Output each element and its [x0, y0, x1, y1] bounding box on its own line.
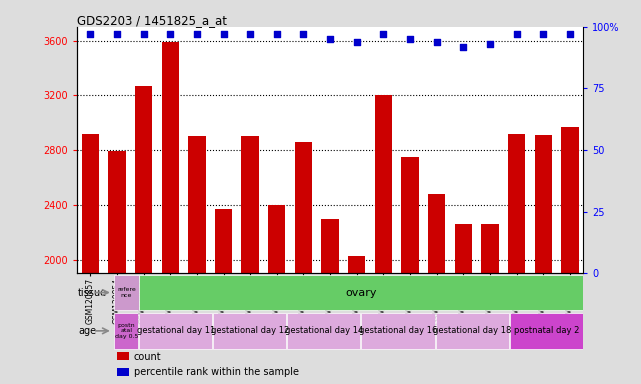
Bar: [188, 136, 206, 273]
Text: ovary: ovary: [345, 288, 377, 298]
Bar: [428, 194, 445, 273]
Bar: [108, 151, 126, 273]
Bar: [138, 275, 583, 310]
Bar: [135, 86, 152, 273]
Point: [325, 36, 335, 42]
Text: count: count: [133, 352, 162, 362]
Text: gestational day 18: gestational day 18: [433, 326, 512, 335]
Bar: [215, 209, 232, 273]
Point: [138, 31, 149, 37]
Point: [112, 31, 122, 37]
Text: refere
nce: refere nce: [117, 287, 136, 298]
Bar: [295, 142, 312, 273]
Text: gestational day 16: gestational day 16: [359, 326, 437, 335]
Bar: [481, 224, 499, 273]
Point: [298, 31, 308, 37]
Bar: [139, 313, 212, 349]
Point: [192, 31, 202, 37]
Text: gestational day 12: gestational day 12: [211, 326, 289, 335]
Bar: [510, 313, 583, 349]
Bar: [362, 313, 435, 349]
Point: [405, 36, 415, 42]
Point: [538, 31, 549, 37]
Text: tissue: tissue: [78, 288, 107, 298]
Point: [565, 31, 575, 37]
Point: [485, 41, 495, 47]
Bar: [348, 256, 365, 273]
Point: [165, 31, 176, 37]
Text: GDS2203 / 1451825_a_at: GDS2203 / 1451825_a_at: [77, 14, 227, 27]
Bar: [162, 42, 179, 273]
Text: age: age: [78, 326, 96, 336]
Text: percentile rank within the sample: percentile rank within the sample: [133, 367, 299, 377]
Bar: [287, 313, 360, 349]
Bar: [114, 275, 138, 310]
Bar: [117, 367, 129, 376]
Point: [378, 31, 388, 37]
Text: gestational day 14: gestational day 14: [285, 326, 363, 335]
Bar: [115, 313, 138, 349]
Bar: [436, 313, 509, 349]
Text: postnatal day 2: postnatal day 2: [513, 326, 579, 335]
Point: [352, 39, 362, 45]
Bar: [213, 313, 287, 349]
Text: postn
atal
day 0.5: postn atal day 0.5: [115, 323, 138, 339]
Bar: [508, 134, 526, 273]
Point: [431, 39, 442, 45]
Bar: [321, 218, 339, 273]
Bar: [454, 224, 472, 273]
Point: [272, 31, 282, 37]
Point: [512, 31, 522, 37]
Point: [219, 31, 229, 37]
Point: [245, 31, 255, 37]
Point: [458, 43, 469, 50]
Point: [85, 31, 96, 37]
Bar: [242, 136, 259, 273]
Bar: [375, 95, 392, 273]
Bar: [535, 135, 552, 273]
Bar: [81, 134, 99, 273]
Bar: [401, 157, 419, 273]
Bar: [268, 205, 285, 273]
Bar: [117, 352, 129, 360]
Text: gestational day 11: gestational day 11: [137, 326, 215, 335]
Bar: [562, 127, 579, 273]
